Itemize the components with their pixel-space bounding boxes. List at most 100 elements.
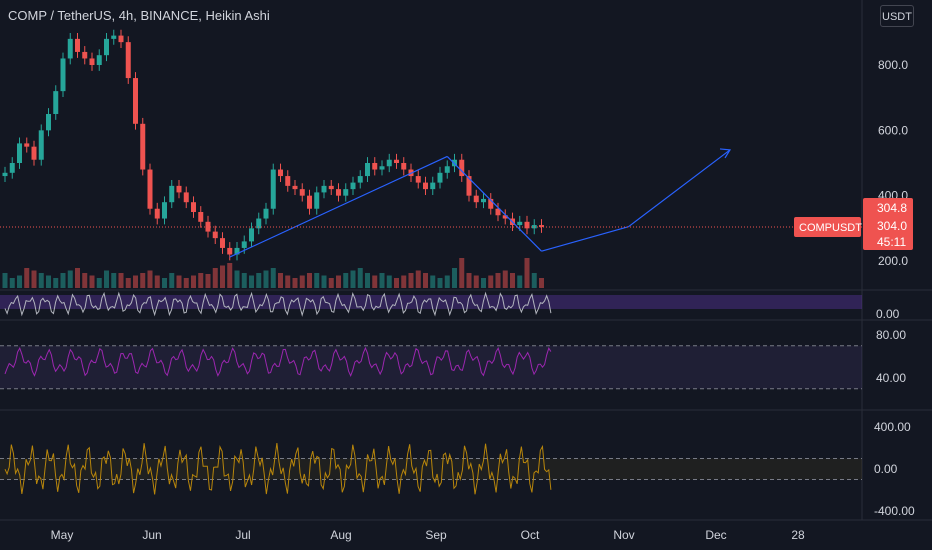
volume-bar (401, 275, 407, 288)
candle-body (162, 202, 167, 219)
volume-bar (67, 270, 73, 288)
volume-bar (386, 275, 392, 288)
volume-bar (249, 275, 254, 288)
candle-body (31, 146, 37, 160)
candle-body (118, 35, 124, 43)
candle-body (357, 176, 363, 183)
candle-body (459, 159, 465, 177)
candle-body (249, 228, 254, 242)
candle-body (67, 38, 73, 59)
candle-body (46, 114, 51, 131)
candle-body (314, 192, 320, 209)
volume-bar (60, 273, 66, 288)
candle-body (481, 198, 486, 203)
time-tick-label: Aug (330, 528, 351, 542)
volume-bar (212, 268, 218, 288)
candle-body (379, 166, 385, 170)
volume-bar (365, 273, 370, 288)
time-tick-label: Nov (613, 528, 634, 542)
volume-bar (154, 275, 160, 288)
candle-body (176, 185, 182, 193)
volume-bar (183, 278, 189, 288)
price-tag-countdown: 45:11 (877, 235, 906, 249)
candle-body (307, 195, 312, 209)
candle-body (263, 208, 269, 219)
volume-bar (9, 278, 15, 288)
price-tag-high: 304.8 (877, 201, 907, 215)
candle-body (539, 225, 544, 228)
rsi-tick-label: 40.00 (876, 371, 906, 385)
cci-tick-label: 400.00 (874, 420, 911, 434)
volume-bar (379, 273, 385, 288)
candle-body (444, 166, 450, 173)
candle-body (241, 241, 247, 248)
volume-bar (321, 275, 327, 288)
volume-bar (96, 278, 102, 288)
volume-bar (517, 275, 523, 288)
candle-body (343, 189, 349, 196)
candle-body (437, 172, 443, 183)
candle-body (111, 35, 117, 39)
candle-body (394, 159, 399, 163)
trend-line (628, 149, 731, 228)
candle-body (89, 58, 95, 65)
volume-bar (198, 273, 204, 288)
volume-bar (270, 268, 276, 288)
candle-body (169, 185, 175, 203)
volume-bar (481, 278, 486, 288)
rsi-band (0, 345, 862, 389)
candle-body (473, 195, 479, 203)
candle-body (205, 221, 211, 232)
candle-body (227, 247, 233, 255)
volume-bar (466, 273, 472, 288)
volume-bar (502, 270, 508, 288)
volume-bar (133, 275, 138, 288)
volume-bar (459, 258, 465, 288)
price-tick-label: 800.0 (878, 58, 908, 72)
candle-body (82, 51, 88, 59)
volume-bar (495, 273, 501, 288)
volume-bar (285, 275, 291, 288)
cci-line (4, 443, 552, 495)
volume-bar (539, 278, 544, 288)
candle-body (96, 55, 102, 65)
candle-body (2, 172, 8, 177)
candle-body (154, 208, 160, 219)
candle-body (191, 202, 196, 212)
candle-body (38, 130, 44, 160)
volume-bar (408, 273, 414, 288)
volume-bar (125, 278, 131, 288)
volume-bar (46, 275, 51, 288)
time-tick-label: Dec (705, 528, 726, 542)
volume-bar (2, 273, 8, 288)
candle-body (386, 159, 392, 167)
volume-bar (531, 273, 537, 288)
candle-body (270, 169, 276, 209)
volume-bar (111, 273, 117, 288)
candle-body (104, 38, 109, 56)
candle-body (423, 182, 428, 190)
volume-bar (444, 275, 450, 288)
candle-body (365, 163, 370, 177)
volume-bar (488, 275, 494, 288)
volume-bar (510, 273, 515, 288)
candle-body (524, 221, 530, 229)
time-tick-label: 28 (791, 528, 805, 542)
candle-body (140, 123, 146, 170)
candle-body (321, 185, 327, 193)
volume-bar (147, 270, 153, 288)
candle-body (336, 189, 341, 196)
candle-body (256, 218, 262, 229)
time-tick-label: May (51, 528, 74, 542)
volume-bar (205, 274, 211, 288)
volume-bar (38, 273, 44, 288)
volume-bar (473, 275, 479, 288)
volume-bar (176, 275, 182, 288)
candle-body (75, 38, 80, 52)
trend-line (446, 156, 542, 252)
volume-bar (430, 275, 436, 288)
currency-button[interactable]: USDT (880, 5, 914, 27)
volume-bar (89, 275, 95, 288)
volume-bar (350, 270, 356, 288)
